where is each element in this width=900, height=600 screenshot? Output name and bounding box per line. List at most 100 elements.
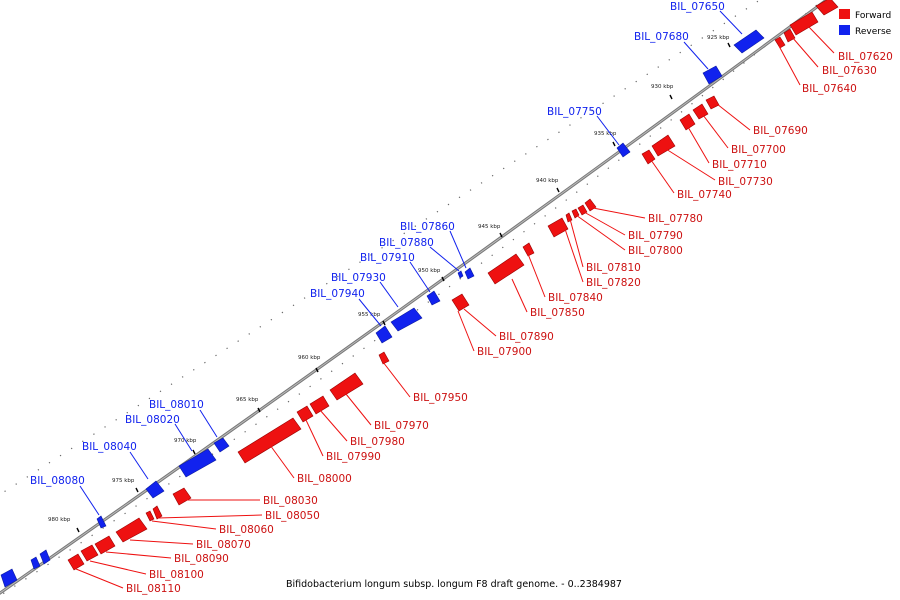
gene-label: BIL_07780 xyxy=(648,213,703,225)
gene-block xyxy=(375,325,393,344)
tick-label: 935 kbp xyxy=(594,131,617,137)
gene-block xyxy=(426,290,441,306)
reverse-labels: BIL_07650 BIL_07680 BIL_07750 BIL_07860 … xyxy=(30,1,725,487)
tick-label: 965 kbp xyxy=(236,397,259,403)
gene-label: BIL_07790 xyxy=(628,230,683,242)
gene-block xyxy=(565,212,573,223)
tick-label: 960 kbp xyxy=(298,355,321,361)
gene-block xyxy=(783,28,796,43)
gene-block xyxy=(178,448,217,478)
gene-label: BIL_07970 xyxy=(374,420,429,432)
gene-block xyxy=(30,556,41,570)
gene-block xyxy=(522,242,535,257)
gene-label: BIL_07810 xyxy=(586,262,641,274)
gene-block xyxy=(815,0,839,16)
tick-label: 945 kbp xyxy=(478,224,501,230)
gene-block xyxy=(679,113,696,131)
gene-label: BIL_08070 xyxy=(196,539,251,551)
legend-reverse-label: Reverse xyxy=(855,27,892,37)
tick-label: 930 kbp xyxy=(651,84,674,90)
gene-label: BIL_08110 xyxy=(126,583,181,595)
gene-label: BIL_07680 xyxy=(634,31,689,43)
forward-genes xyxy=(67,0,839,571)
gene-block xyxy=(0,568,18,588)
gene-block xyxy=(96,515,107,529)
gene-label: BIL_07860 xyxy=(400,221,455,233)
gene-label: BIL_07840 xyxy=(548,292,603,304)
gene-block xyxy=(237,417,302,464)
gene-label: BIL_07880 xyxy=(379,237,434,249)
gene-label: BIL_07800 xyxy=(628,245,683,257)
gene-block xyxy=(705,95,720,110)
gene-block xyxy=(702,65,723,85)
gene-block xyxy=(39,549,51,565)
gene-block xyxy=(309,395,330,415)
gene-label: BIL_07820 xyxy=(586,277,641,289)
gene-label: BIL_07620 xyxy=(838,51,893,63)
gene-label: BIL_07980 xyxy=(350,436,405,448)
gene-label: BIL_08020 xyxy=(125,414,180,426)
gene-label: BIL_07630 xyxy=(822,65,877,77)
gene-block xyxy=(451,293,470,312)
gene-block xyxy=(145,510,155,522)
tick-marks xyxy=(76,42,731,533)
gene-label: BIL_08080 xyxy=(30,475,85,487)
gene-block xyxy=(172,487,192,506)
gene-block xyxy=(115,517,148,543)
gene-label: BIL_07910 xyxy=(360,252,415,264)
gene-block xyxy=(67,553,85,571)
outer-grid-arc xyxy=(0,0,761,496)
gene-block xyxy=(651,134,676,157)
gene-block xyxy=(733,29,765,54)
gene-block xyxy=(577,204,588,216)
gene-block xyxy=(80,544,99,562)
tick-label: 925 kbp xyxy=(707,35,730,41)
gene-block xyxy=(547,217,569,238)
gene-label: BIL_08060 xyxy=(219,524,274,536)
gene-label: BIL_07950 xyxy=(413,392,468,404)
gene-label: BIL_07750 xyxy=(547,106,602,118)
tick-label: 950 kbp xyxy=(418,268,441,274)
gene-label: BIL_07730 xyxy=(718,176,773,188)
gene-block xyxy=(616,142,631,158)
gene-label: BIL_07650 xyxy=(670,1,725,13)
gene-label: BIL_07740 xyxy=(677,189,732,201)
gene-block xyxy=(641,149,656,165)
tick-label: 980 kbp xyxy=(48,517,71,523)
gene-block xyxy=(213,437,230,453)
gene-block xyxy=(152,505,163,520)
gene-label: BIL_07890 xyxy=(499,331,554,343)
gene-block xyxy=(487,253,525,285)
gene-block xyxy=(789,11,819,36)
forward-labels: BIL_07620 BIL_07630 BIL_07640 BIL_07690 … xyxy=(126,51,893,595)
gene-label: BIL_07850 xyxy=(530,307,585,319)
gene-label: BIL_07930 xyxy=(331,272,386,284)
gene-label: BIL_07690 xyxy=(753,125,808,137)
gene-block xyxy=(464,267,475,280)
tick-label: 955 kbp xyxy=(358,312,381,318)
gene-block xyxy=(94,535,116,555)
gene-label: BIL_08050 xyxy=(265,510,320,522)
gene-label: BIL_08040 xyxy=(82,441,137,453)
genome-backbone xyxy=(0,0,829,595)
gene-block xyxy=(145,480,165,499)
tick-label: 940 kbp xyxy=(536,178,559,184)
reverse-callouts xyxy=(79,10,743,516)
gene-block xyxy=(774,36,786,49)
gene-label: BIL_07940 xyxy=(310,288,365,300)
gene-label: BIL_07700 xyxy=(731,144,786,156)
gene-label: BIL_07640 xyxy=(802,83,857,95)
gene-label: BIL_08090 xyxy=(174,553,229,565)
gene-block xyxy=(584,198,597,212)
tick-label: 975 kbp xyxy=(112,478,135,484)
gene-label: BIL_07900 xyxy=(477,346,532,358)
gene-block xyxy=(692,103,709,120)
gene-block xyxy=(457,270,464,279)
gene-label: BIL_08010 xyxy=(149,399,204,411)
reverse-genes xyxy=(0,29,765,588)
gene-block xyxy=(296,405,314,423)
gene-label: BIL_08100 xyxy=(149,569,204,581)
legend-forward-label: Forward xyxy=(855,11,891,21)
